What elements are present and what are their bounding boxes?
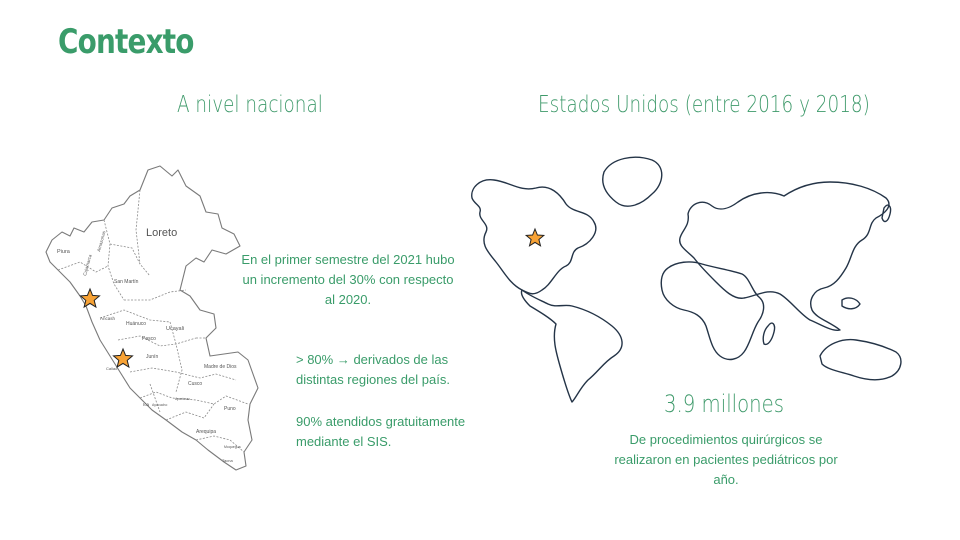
label-san-martin: San Martín	[114, 279, 139, 285]
label-junin: Junín	[146, 354, 158, 360]
label-cusco: Cusco	[188, 381, 202, 387]
paragraph-increment: En el primer semestre del 2021 hubo un i…	[241, 252, 455, 307]
label-piura: Piura	[57, 249, 71, 255]
label-ucayali: Ucayali	[166, 326, 184, 332]
star-marker-lima-icon	[112, 347, 134, 369]
label-apurimac: Apurímac	[175, 397, 190, 401]
label-pasco: Pasco	[142, 336, 156, 342]
star-marker-north-icon	[79, 287, 101, 309]
label-puno: Puno	[224, 406, 236, 412]
heading-usa: Estados Unidos (entre 2016 y 2018)	[538, 92, 870, 118]
slide-title: Contexto	[58, 22, 194, 62]
peru-outline	[45, 165, 259, 471]
label-amazonas: Amazonas	[96, 230, 107, 253]
heading-national: A nivel nacional	[177, 92, 323, 118]
star-marker-usa-icon	[524, 227, 546, 247]
label-ica: Ica	[143, 402, 150, 407]
label-moquegua: Moquegua	[224, 445, 241, 449]
paragraph-derived: > 80% → derivados de las distintas regio…	[296, 352, 450, 387]
label-arequipa: Arequipa	[196, 429, 216, 435]
stat-millions: 3.9 millones	[663, 390, 785, 418]
world-map	[471, 156, 902, 403]
label-madre-de-dios: Madre de Dios	[204, 364, 237, 370]
label-ancash: Ancash	[100, 316, 116, 321]
label-ayacucho: Ayacucho	[152, 403, 167, 407]
paragraph-sis: 90% atendidos gratuitamente mediante el …	[296, 414, 466, 449]
label-huanuco: Huánuco	[126, 321, 146, 327]
label-loreto: Loreto	[146, 227, 177, 239]
label-callao: Callao	[106, 366, 118, 371]
label-cajamarca: Cajamarca	[82, 253, 93, 276]
label-tacna: Tacna	[222, 458, 233, 463]
paragraph-procedures: De procedimientos quirúrgicos se realiza…	[614, 432, 838, 487]
